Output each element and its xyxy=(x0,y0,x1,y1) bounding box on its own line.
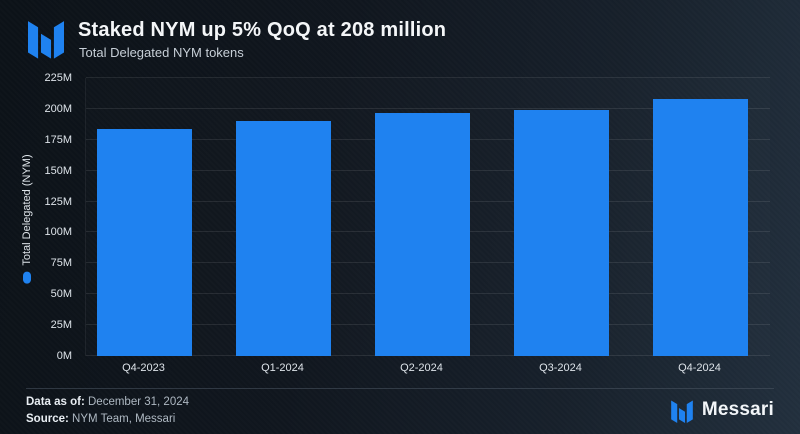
x-tick-label-Q4-2024: Q4-2024 xyxy=(678,362,721,374)
bar-Q4-2023 xyxy=(97,128,192,356)
y-tick-label-200M: 200M xyxy=(44,102,72,115)
gridline-200M xyxy=(86,107,770,109)
bar-Q4-2024 xyxy=(653,99,748,356)
chart-title: Staked NYM up 5% QoQ at 208 million xyxy=(78,19,447,41)
brand-lockup: Messari xyxy=(670,395,774,425)
source-value: NYM Team, Messari xyxy=(72,413,176,425)
y-tick-label-125M: 125M xyxy=(44,195,72,208)
messari-logo-icon xyxy=(670,400,693,423)
y-tick-label-100M: 100M xyxy=(44,226,72,239)
data-as-of-line: Data as of: December 31, 2024 xyxy=(26,394,189,411)
bar-Q2-2024 xyxy=(375,112,470,356)
data-as-of-value: December 31, 2024 xyxy=(88,396,190,408)
brand-wordmark: Messari xyxy=(701,399,774,420)
plot-area xyxy=(85,77,770,356)
y-tick-label-225M: 225M xyxy=(44,72,72,84)
footer-meta: Data as of: December 31, 2024 Source: NY… xyxy=(26,394,189,428)
chart-subtitle: Total Delegated NYM tokens xyxy=(79,45,244,60)
source-label: Source: xyxy=(26,413,69,425)
y-tick-label-75M: 75M xyxy=(50,257,72,270)
bar-Q1-2024 xyxy=(236,121,331,356)
x-tick-label-Q1-2024: Q1-2024 xyxy=(261,362,304,374)
bar-Q3-2024 xyxy=(514,110,609,356)
legend-marker-icon xyxy=(23,271,31,284)
y-tick-label-0M: 0M xyxy=(56,350,72,362)
messari-logo-icon xyxy=(28,21,64,59)
y-tick-label-150M: 150M xyxy=(44,164,72,177)
x-tick-label-Q4-2023: Q4-2023 xyxy=(122,362,165,374)
footer-divider xyxy=(26,388,774,389)
y-tick-label-25M: 25M xyxy=(50,319,72,332)
y-tick-label-175M: 175M xyxy=(44,133,72,146)
gridline-225M xyxy=(86,77,770,78)
x-tick-label-Q3-2024: Q3-2024 xyxy=(539,362,582,374)
data-as-of-label: Data as of: xyxy=(26,396,85,408)
y-tick-label-50M: 50M xyxy=(50,288,72,301)
source-line: Source: NYM Team, Messari xyxy=(26,411,189,428)
x-tick-label-Q2-2024: Q2-2024 xyxy=(400,362,443,374)
